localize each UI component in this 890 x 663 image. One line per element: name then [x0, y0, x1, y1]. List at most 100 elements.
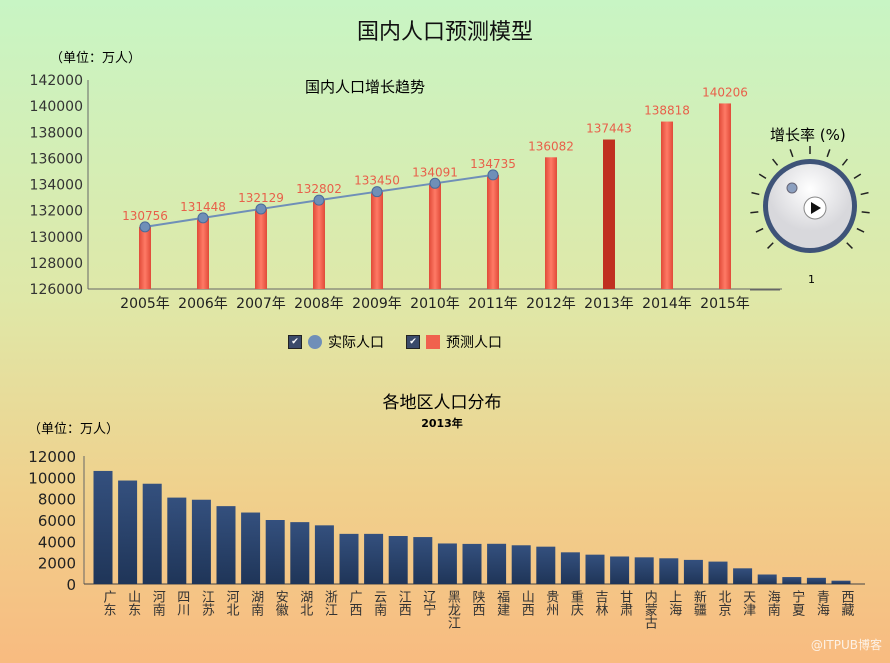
bar-region: [708, 561, 728, 584]
bar-region: [536, 546, 556, 584]
x-tick-label: 青海: [814, 590, 830, 616]
play-icon: [811, 202, 821, 214]
gauge-tick: [861, 211, 870, 214]
gauge-tick: [750, 211, 759, 214]
x-tick-label: 江西: [396, 590, 412, 616]
data-label: 133450: [354, 174, 400, 188]
bar-forecast: [545, 157, 557, 289]
bar-forecast: [603, 139, 615, 289]
y-tick-label: 4000: [38, 533, 76, 551]
bar-forecast: [197, 217, 209, 289]
x-tick-label: 甘肃: [617, 590, 633, 616]
checkbox-icon[interactable]: ✔: [406, 335, 420, 349]
bar-region: [634, 557, 654, 584]
bar-region: [216, 506, 236, 584]
data-label: 131448: [180, 200, 226, 214]
bar-forecast: [371, 191, 383, 289]
gauge-knob[interactable]: [750, 146, 870, 253]
bar-region: [142, 483, 162, 584]
x-tick-label: 湖南: [248, 590, 264, 616]
bar-region: [683, 559, 703, 584]
bar-region: [782, 577, 802, 584]
bar-region: [364, 533, 384, 584]
legend-forecast[interactable]: ✔ 预测人口: [406, 332, 502, 352]
bar-region: [265, 520, 285, 584]
unit-label-top: （单位：万人）: [50, 51, 142, 66]
x-tick-label: 山东: [125, 590, 141, 616]
bar-region: [610, 556, 630, 584]
bar-region: [388, 536, 408, 584]
circle-icon: [308, 335, 322, 349]
gauge-tick: [758, 173, 767, 179]
bar-region: [413, 537, 433, 584]
gauge-tick: [789, 149, 794, 158]
y-tick-label: 12000: [28, 448, 76, 466]
legend-actual[interactable]: ✔ 实际人口: [288, 332, 384, 352]
bar-region: [167, 497, 187, 584]
x-tick-label: 2011年: [468, 296, 518, 312]
y-tick-label: 138000: [30, 125, 83, 141]
x-tick-label: 2010年: [410, 296, 460, 312]
point-actual: [313, 194, 325, 206]
unit-label-bottom: （单位：万人）: [28, 422, 120, 437]
x-tick-label: 山西: [519, 590, 535, 616]
x-tick-label: 陕西: [470, 590, 486, 616]
chart-title-region: 各地区人口分布: [382, 393, 502, 413]
bar-region: [437, 543, 457, 584]
bar-region: [757, 574, 777, 584]
data-label: 132802: [296, 182, 342, 196]
bar-region: [118, 480, 138, 584]
data-label: 132129: [238, 191, 284, 205]
data-label: 136082: [528, 139, 574, 153]
bar-forecast: [139, 226, 151, 289]
x-tick-label: 2015年: [700, 296, 750, 312]
point-actual: [197, 212, 209, 224]
bar-region: [314, 525, 334, 584]
y-tick-label: 0: [66, 576, 76, 594]
bar-region: [191, 499, 211, 584]
y-tick-label: 142000: [30, 73, 83, 89]
x-tick-label: 辽宁: [420, 590, 436, 616]
point-actual: [255, 203, 267, 215]
bar-region: [93, 470, 113, 584]
x-tick-label: 福建: [494, 590, 510, 617]
x-tick-label: 河南: [150, 590, 166, 616]
bar-forecast: [487, 174, 499, 289]
data-label: 138818: [644, 104, 690, 118]
x-tick-label: 2014年: [642, 296, 692, 312]
bar-region: [585, 554, 605, 584]
x-tick-label: 北京: [716, 590, 732, 616]
y-tick-label: 8000: [38, 491, 76, 509]
bar-region: [659, 558, 679, 584]
y-tick-label: 128000: [30, 256, 83, 272]
bar-region: [831, 580, 851, 584]
data-label: 130756: [122, 209, 168, 223]
x-tick-label: 天津: [740, 590, 756, 616]
gauge-tick: [853, 173, 862, 179]
gauge-tick: [841, 158, 848, 166]
checkbox-icon[interactable]: ✔: [288, 335, 302, 349]
point-actual: [429, 177, 441, 189]
bar-region: [339, 533, 359, 584]
x-tick-label: 重庆: [568, 589, 584, 616]
gauge-tick: [755, 227, 764, 233]
x-tick-label: 2005年: [120, 296, 170, 312]
x-tick-label: 新疆: [691, 589, 707, 616]
bar-region: [487, 543, 507, 584]
x-tick-label: 河北: [224, 590, 240, 617]
x-tick-label: 广西: [347, 590, 363, 616]
y-tick-label: 2000: [38, 555, 76, 573]
x-tick-label: 西藏: [839, 590, 855, 616]
gauge-tick: [767, 242, 774, 249]
y-tick-label: 132000: [30, 204, 83, 220]
y-tick-label: 126000: [30, 282, 83, 298]
bar-region: [241, 512, 261, 584]
data-label: 134735: [470, 157, 516, 171]
gauge-tick: [772, 158, 779, 166]
bar-region: [560, 552, 580, 584]
gauge-tick: [751, 191, 760, 196]
chart-subtitle-year: 2013年: [421, 417, 463, 430]
x-tick-label: 湖北: [297, 590, 313, 617]
x-tick-label: 海南: [765, 590, 781, 616]
